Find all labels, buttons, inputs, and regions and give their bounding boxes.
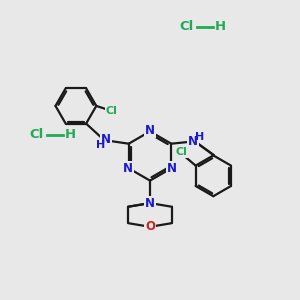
Text: N: N [123,162,133,175]
Text: Cl: Cl [106,106,118,116]
Text: H: H [215,20,226,34]
Text: H: H [96,140,105,150]
Text: Cl: Cl [179,20,193,34]
Text: H: H [65,128,76,142]
Text: N: N [167,162,177,175]
Text: Cl: Cl [29,128,43,142]
Text: N: N [145,124,155,137]
Text: O: O [145,220,155,233]
Text: N: N [101,133,111,146]
Text: N: N [188,135,198,148]
Text: Cl: Cl [176,147,188,157]
Text: N: N [145,196,155,210]
Text: H: H [195,132,204,142]
